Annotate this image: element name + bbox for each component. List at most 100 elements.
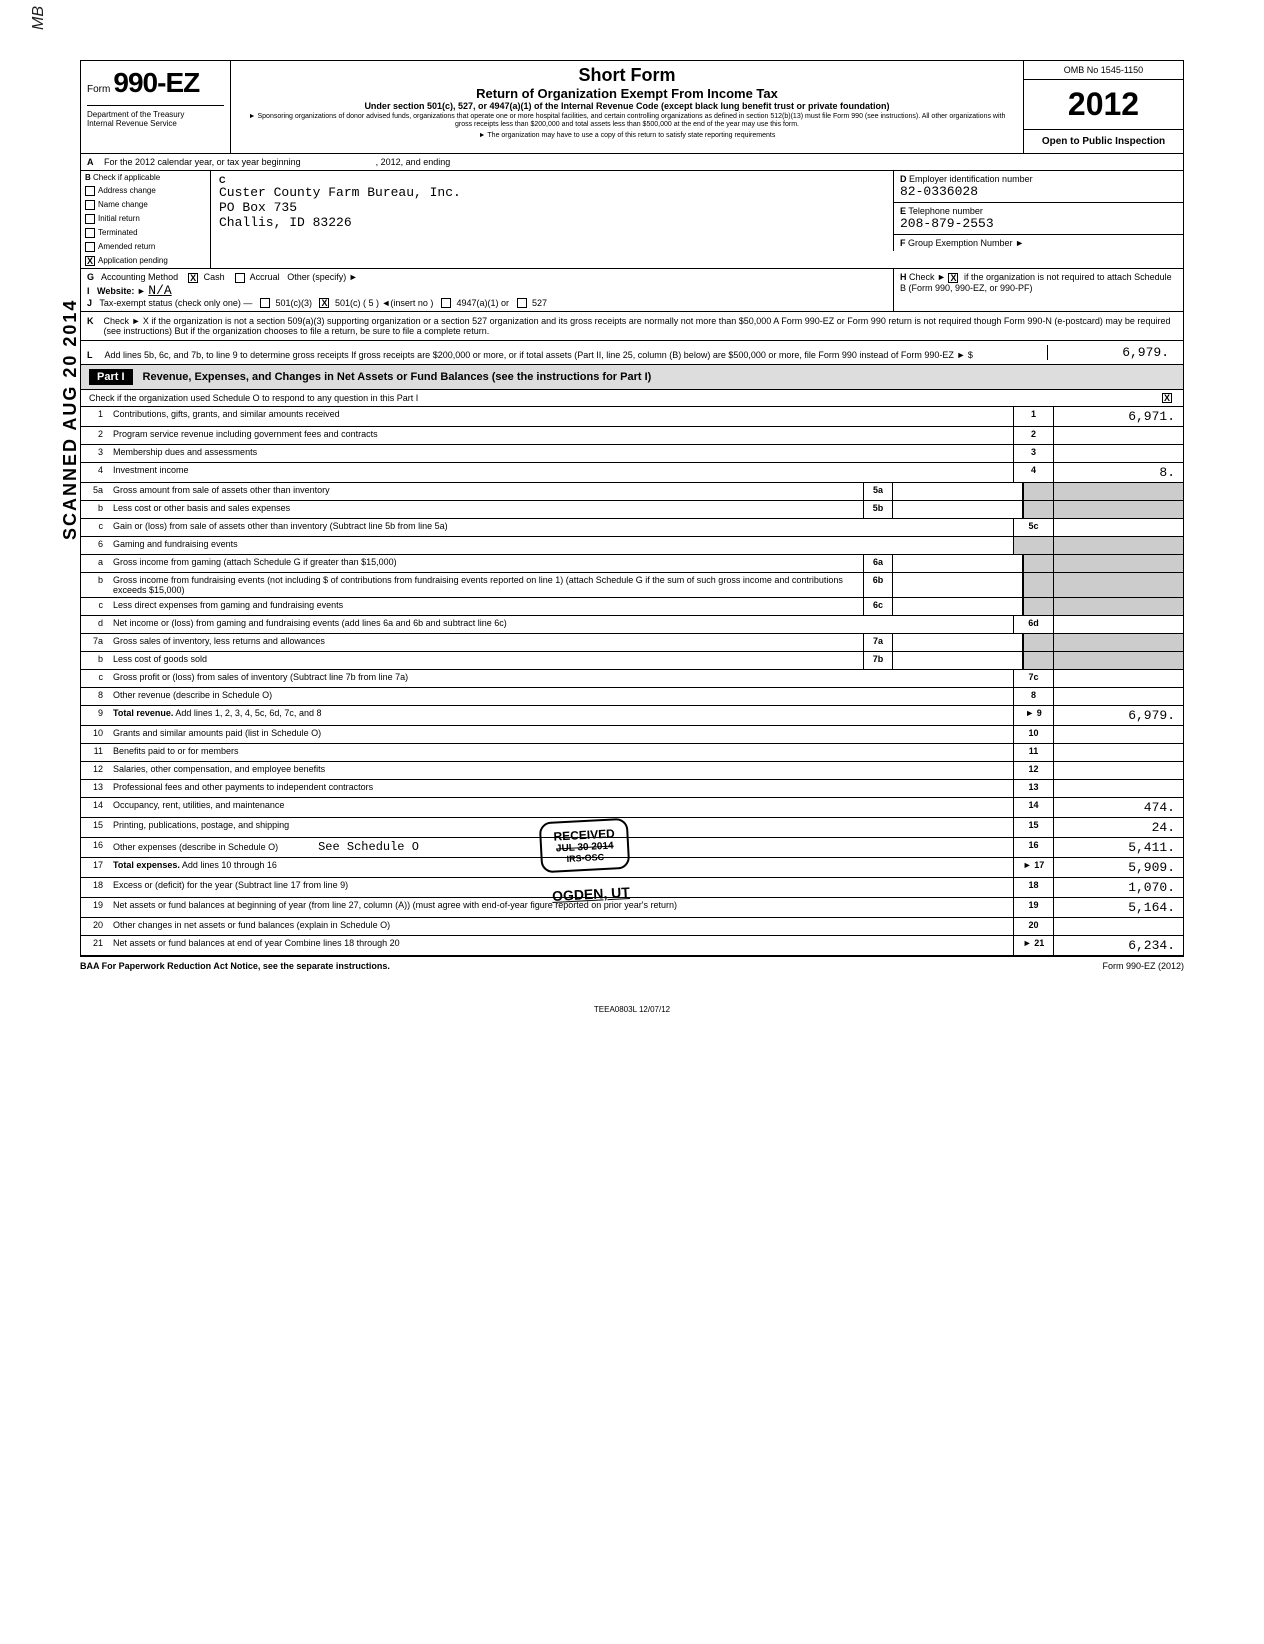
- end-box: [1023, 555, 1053, 572]
- mid-box: 5b: [863, 501, 893, 518]
- row-l: L Add lines 5b, 6c, and 7b, to line 9 to…: [81, 341, 1183, 365]
- end-box: 13: [1013, 780, 1053, 797]
- line-a: aGross income from gaming (attach Schedu…: [81, 555, 1183, 573]
- opt-4947: 4947(a)(1) or: [456, 298, 509, 308]
- end-val: [1053, 688, 1183, 705]
- chk-501c[interactable]: X: [319, 298, 329, 308]
- end-box: 4: [1013, 463, 1053, 482]
- line-num: b: [81, 652, 109, 669]
- chk-cash[interactable]: X: [188, 273, 198, 283]
- scanned-stamp: SCANNED AUG 20 2014: [60, 299, 81, 540]
- end-box: 7c: [1013, 670, 1053, 687]
- end-val: [1053, 555, 1183, 572]
- chk-name-change[interactable]: Name change: [81, 198, 210, 212]
- chk-501c3[interactable]: [260, 298, 270, 308]
- end-val: [1053, 427, 1183, 444]
- line-num: 19: [81, 898, 109, 917]
- block-bc: B Check if applicable Address change Nam…: [81, 171, 1183, 269]
- label-h: H: [900, 272, 907, 282]
- end-box: 20: [1013, 918, 1053, 935]
- l-value: 6,979.: [1047, 345, 1177, 360]
- chk-terminated[interactable]: Terminated: [81, 226, 210, 240]
- chk-amended[interactable]: Amended return: [81, 240, 210, 254]
- label-g: G: [87, 272, 94, 282]
- end-val: 5,909.: [1053, 858, 1183, 877]
- line-c: cGain or (loss) from sale of assets othe…: [81, 519, 1183, 537]
- line-12: 12Salaries, other compensation, and empl…: [81, 762, 1183, 780]
- line-num: 15: [81, 818, 109, 837]
- end-box: [1023, 598, 1053, 615]
- end-box: [1023, 634, 1053, 651]
- check-if-applicable: Check if applicable: [93, 173, 160, 182]
- mid-val: [893, 598, 1023, 615]
- chk-h[interactable]: X: [948, 273, 958, 283]
- ogden-stamp: OGDEN, UT: [539, 877, 642, 910]
- part1-title: Revenue, Expenses, and Changes in Net As…: [143, 371, 652, 383]
- title-return: Return of Organization Exempt From Incom…: [241, 86, 1013, 101]
- line-num: 10: [81, 726, 109, 743]
- line-desc: Program service revenue including govern…: [109, 427, 1013, 444]
- website-value: N/A: [148, 283, 171, 298]
- chk-4947[interactable]: [441, 298, 451, 308]
- line-num: c: [81, 670, 109, 687]
- phone-value: 208-879-2553: [900, 216, 994, 231]
- chk-accrual[interactable]: [235, 273, 245, 283]
- line-num: 7a: [81, 634, 109, 651]
- end-val: [1053, 744, 1183, 761]
- line-desc: Gaming and fundraising events: [109, 537, 1013, 554]
- end-val: [1053, 634, 1183, 651]
- line-desc: Gross income from gaming (attach Schedul…: [109, 555, 863, 572]
- row-a-text2: , 2012, and ending: [376, 157, 451, 167]
- chk-application-pending[interactable]: XApplication pending: [81, 254, 210, 268]
- chk-part1-scho[interactable]: X: [1162, 393, 1172, 403]
- line-7a: 7aGross sales of inventory, less returns…: [81, 634, 1183, 652]
- cash-label: Cash: [204, 272, 225, 282]
- line-num: c: [81, 598, 109, 615]
- omb-number: OMB No 1545-1150: [1024, 61, 1183, 80]
- form-prefix: Form: [87, 84, 110, 95]
- line-17: 17Total expenses. Add lines 10 through 1…: [81, 858, 1183, 878]
- end-box: ► 21: [1013, 936, 1053, 955]
- line-1: 1Contributions, gifts, grants, and simil…: [81, 407, 1183, 427]
- line-desc: Grants and similar amounts paid (list in…: [109, 726, 1013, 743]
- line-desc: Total revenue. Add lines 1, 2, 3, 4, 5c,…: [109, 706, 1013, 725]
- line-desc: Gross profit or (loss) from sales of inv…: [109, 670, 1013, 687]
- end-box: 19: [1013, 898, 1053, 917]
- handwriting-top: MB 7-21-14: [30, 0, 48, 30]
- chk-initial-return[interactable]: Initial return: [81, 212, 210, 226]
- header-center: Short Form Return of Organization Exempt…: [231, 61, 1023, 153]
- dept-line2: Internal Revenue Service: [87, 119, 224, 128]
- end-val: [1053, 670, 1183, 687]
- chk-address-change[interactable]: Address change: [81, 184, 210, 198]
- line-13: 13Professional fees and other payments t…: [81, 780, 1183, 798]
- line-desc: Net assets or fund balances at end of ye…: [109, 936, 1013, 955]
- line-desc: Gross income from fundraising events (no…: [109, 573, 863, 597]
- line-14: 14Occupancy, rent, utilities, and mainte…: [81, 798, 1183, 818]
- h-check: Check ►: [909, 272, 946, 282]
- line-9: 9Total revenue. Add lines 1, 2, 3, 4, 5c…: [81, 706, 1183, 726]
- end-val: 474.: [1053, 798, 1183, 817]
- line-num: 6: [81, 537, 109, 554]
- end-box: 12: [1013, 762, 1053, 779]
- label-e: E: [900, 206, 906, 216]
- box-d: D Employer identification number 82-0336…: [893, 171, 1183, 203]
- mid-val: [893, 555, 1023, 572]
- lines-container: 1Contributions, gifts, grants, and simil…: [81, 407, 1183, 956]
- line-num: 8: [81, 688, 109, 705]
- line-desc: Other revenue (describe in Schedule O): [109, 688, 1013, 705]
- line-20: 20Other changes in net assets or fund ba…: [81, 918, 1183, 936]
- line-desc: Less cost or other basis and sales expen…: [109, 501, 863, 518]
- opt-527: 527: [532, 298, 547, 308]
- line-num: 1: [81, 407, 109, 426]
- line-10: 10Grants and similar amounts paid (list …: [81, 726, 1183, 744]
- note-sponsoring: ► Sponsoring organizations of donor advi…: [241, 113, 1013, 130]
- line-num: c: [81, 519, 109, 536]
- part1-header: Part I Revenue, Expenses, and Changes in…: [81, 365, 1183, 390]
- mid-box: 6b: [863, 573, 893, 597]
- l-text: Add lines 5b, 6c, and 7b, to line 9 to d…: [105, 350, 954, 360]
- end-val: [1053, 445, 1183, 462]
- end-val: 24.: [1053, 818, 1183, 837]
- line-4: 4Investment income48.: [81, 463, 1183, 483]
- label-a: A: [87, 157, 94, 167]
- chk-527[interactable]: [517, 298, 527, 308]
